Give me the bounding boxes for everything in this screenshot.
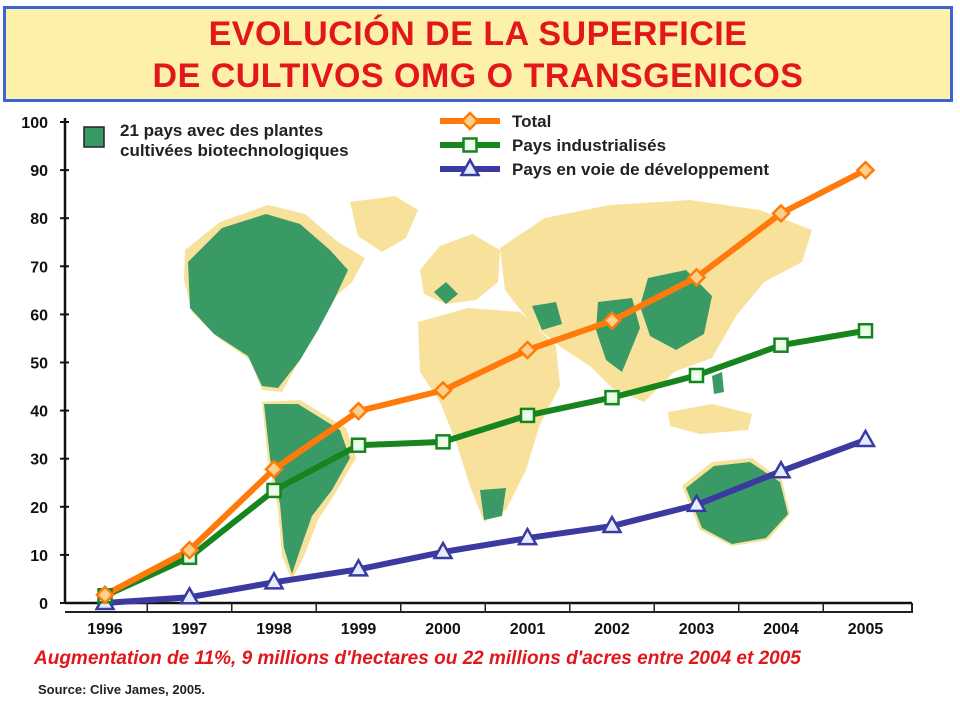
legend-label: Total <box>512 112 551 131</box>
data-point-triangle <box>770 459 792 479</box>
x-tick-label: 1996 <box>87 621 123 638</box>
data-point-diamond <box>686 267 707 288</box>
map-legend-label-line-1: 21 pays avec des plantes <box>120 121 323 140</box>
chart-axes: 0 10 20 30 40 50 60 70 80 90 100 1996 1997 1998 1999 20… <box>21 115 913 638</box>
chart-series-markers <box>94 160 877 611</box>
map-legend-label-line-2: cultivées biotechnologiques <box>120 141 349 160</box>
data-point-square <box>519 407 536 424</box>
data-point-triangle <box>854 428 877 448</box>
page-title-line-1: EVOLUCIÓN DE LA SUPERFICIE <box>208 15 748 53</box>
data-point-square <box>350 437 367 453</box>
map-gm-south-america <box>264 404 350 574</box>
growth-note: Augmentation de 11%, 9 millions d'hectar… <box>34 648 801 669</box>
page-title-line-2: DE CULTIVOS OMG O TRANSGENICOS <box>152 57 804 95</box>
y-tick-label: 70 <box>30 259 48 276</box>
y-tick-label: 20 <box>30 500 48 517</box>
data-point-diamond <box>460 111 480 131</box>
series-line <box>102 436 869 606</box>
data-point-diamond <box>433 380 453 401</box>
x-tick-label: 2004 <box>763 621 799 638</box>
x-tick-label: 2003 <box>679 621 715 638</box>
data-point-diamond <box>855 160 876 180</box>
x-tick-label: 2001 <box>510 621 546 638</box>
x-tick-label: 2000 <box>425 621 461 638</box>
data-point-diamond <box>517 340 538 360</box>
data-point-diamond <box>179 540 200 560</box>
map-europe <box>420 234 500 304</box>
map-gm-australia <box>686 462 788 544</box>
chart-series-lines <box>102 167 869 606</box>
data-point-square <box>688 367 705 384</box>
data-point-square <box>604 389 620 406</box>
map-indonesia <box>668 404 752 434</box>
data-point-square <box>435 434 451 450</box>
map-legend: 21 pays avec des plantes cultivées biote… <box>83 121 349 160</box>
data-point-square <box>773 337 789 353</box>
map-africa <box>418 308 560 522</box>
data-point-triangle <box>516 526 539 546</box>
y-tick-label: 50 <box>30 356 48 373</box>
y-tick-label: 40 <box>30 404 48 421</box>
map-gm-china <box>640 270 712 350</box>
data-point-diamond <box>95 585 115 605</box>
data-point-diamond <box>771 203 791 224</box>
y-tick-label: 80 <box>30 211 48 228</box>
data-point-square <box>857 323 874 339</box>
y-tick-label: 60 <box>30 307 48 324</box>
map-gm-europe <box>434 282 458 304</box>
data-point-triangle <box>459 157 481 177</box>
source-credit: Source: Clive James, 2005. <box>38 682 205 697</box>
y-tick-label: 10 <box>30 548 48 565</box>
map-gm-philippines <box>712 372 724 394</box>
data-point-triangle <box>347 557 370 577</box>
legend-label: Pays en voie de développement <box>512 160 769 179</box>
map-legend-swatch <box>83 126 105 148</box>
x-axis-frame <box>65 603 913 613</box>
data-point-square <box>462 137 478 153</box>
series-line <box>102 327 869 599</box>
data-point-triangle <box>685 493 708 513</box>
world-map-background <box>184 196 812 580</box>
data-point-triangle <box>601 514 623 534</box>
data-point-triangle <box>432 540 454 560</box>
y-tick-label: 100 <box>21 115 48 132</box>
map-gm-iran <box>532 302 562 330</box>
data-point-triangle <box>178 585 201 605</box>
data-point-diamond <box>348 401 369 421</box>
x-tick-label: 2002 <box>594 621 630 638</box>
x-tick-label: 1997 <box>172 621 208 638</box>
map-greenland <box>350 196 418 252</box>
data-point-square <box>266 482 282 499</box>
x-tick-label: 1998 <box>256 621 292 638</box>
y-tick-label: 0 <box>39 596 48 613</box>
title-banner: EVOLUCIÓN DE LA SUPERFICIE DE CULTIVOS O… <box>3 6 953 102</box>
series-line <box>102 167 869 598</box>
x-tick-label: 2005 <box>848 621 884 638</box>
data-point-diamond <box>602 310 622 331</box>
map-gm-south-africa <box>480 488 506 520</box>
data-point-triangle <box>263 570 285 590</box>
data-point-diamond <box>264 459 284 480</box>
y-tick-label: 30 <box>30 452 48 469</box>
y-tick-label: 90 <box>30 163 48 180</box>
x-tick-label: 1999 <box>341 621 377 638</box>
legend-label: Pays industrialisés <box>512 136 666 155</box>
series-legend: Total Pays industrialisés Pays en voie de … <box>440 111 769 179</box>
map-gm-north-america <box>188 214 348 388</box>
